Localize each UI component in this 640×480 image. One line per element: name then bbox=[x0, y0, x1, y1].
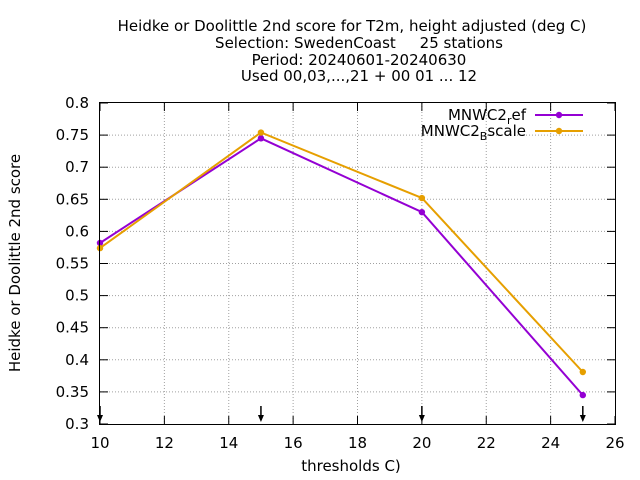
legend-label-2-rest: scale bbox=[487, 122, 526, 140]
legend-entry-2: MNWC2Bscale bbox=[421, 122, 583, 143]
y-tick-label: 0.75 bbox=[56, 126, 89, 144]
y-tick-label: 0.5 bbox=[65, 287, 89, 305]
plot-frame bbox=[99, 102, 616, 425]
y-tick-label: 0.8 bbox=[65, 94, 89, 112]
arrow-mark-head bbox=[257, 415, 264, 422]
chart-title: Heidke or Doolittle 2nd score for T2m, h… bbox=[118, 17, 587, 85]
legend-label-1-rest: ef bbox=[511, 106, 526, 124]
legend-label-1-main: MNWC2 bbox=[448, 106, 507, 124]
series-line-2 bbox=[99, 131, 584, 373]
x-tick-label: 22 bbox=[477, 434, 496, 452]
data-point-s1-2 bbox=[257, 135, 265, 142]
arrow-mark bbox=[257, 406, 264, 422]
title-line-3: Period: 20240601-20240630 bbox=[252, 51, 467, 69]
x-tick-label: 26 bbox=[605, 434, 624, 452]
ticks: 0.3 0.35 0.4 0.45 0.5 0.55 0.6 0.65 0.7 0.75 0.8 10… bbox=[56, 94, 625, 452]
x-tick-label: 16 bbox=[284, 434, 303, 452]
legend-label-2: MNWC2Bscale bbox=[421, 122, 526, 143]
title-line-2: Selection: SwedenCoast 25 stations bbox=[215, 34, 503, 52]
y-tick-label: 0.4 bbox=[65, 351, 89, 369]
arrow-mark bbox=[579, 406, 586, 422]
title-line-4: Used 00,03,...,21 + 00 01 ... 12 bbox=[241, 67, 477, 85]
series-layer bbox=[96, 129, 587, 399]
arrow-marks bbox=[97, 406, 586, 422]
data-point-s2-2 bbox=[257, 129, 265, 136]
y-tick-label: 0.6 bbox=[65, 222, 89, 240]
arrow-mark-head bbox=[579, 415, 586, 422]
legend-label-1: MNWC2ref bbox=[448, 106, 527, 127]
series-line-1 bbox=[99, 137, 584, 396]
legend-entry-1: MNWC2ref bbox=[448, 106, 583, 127]
x-tick-label: 12 bbox=[155, 434, 174, 452]
title-line-1: Heidke or Doolittle 2nd score for T2m, h… bbox=[118, 17, 587, 35]
y-tick-label: 0.55 bbox=[56, 255, 89, 273]
y-tick-label: 0.65 bbox=[56, 190, 89, 208]
legend: MNWC2ref MNWC2Bscale bbox=[421, 106, 583, 143]
x-tick-label: 24 bbox=[541, 434, 560, 452]
x-axis-label: thresholds C) bbox=[301, 457, 401, 475]
data-point-s2-4 bbox=[579, 368, 587, 376]
x-tick-label: 20 bbox=[412, 434, 431, 452]
data-point-s1-4 bbox=[579, 391, 587, 399]
grid-lines bbox=[100, 103, 615, 424]
y-tick-label: 0.35 bbox=[56, 383, 89, 401]
data-point-s1-3 bbox=[418, 208, 426, 216]
legend-label-2-sub: B bbox=[480, 130, 488, 143]
data-point-s2-3 bbox=[418, 194, 426, 202]
y-tick-label: 0.7 bbox=[65, 158, 89, 176]
legend-label-2-main: MNWC2 bbox=[421, 122, 480, 140]
y-axis-label: Heidke or Doolittle 2nd score bbox=[6, 154, 24, 372]
legend-marker-1 bbox=[555, 111, 563, 119]
x-tick-label: 18 bbox=[348, 434, 367, 452]
legend-label-1-sub: r bbox=[507, 114, 512, 127]
y-tick-label: 0.45 bbox=[56, 319, 89, 337]
y-tick-label: 0.3 bbox=[65, 415, 89, 433]
legend-marker-2 bbox=[555, 127, 563, 135]
x-tick-label: 10 bbox=[90, 434, 109, 452]
x-tick-label: 14 bbox=[219, 434, 238, 452]
